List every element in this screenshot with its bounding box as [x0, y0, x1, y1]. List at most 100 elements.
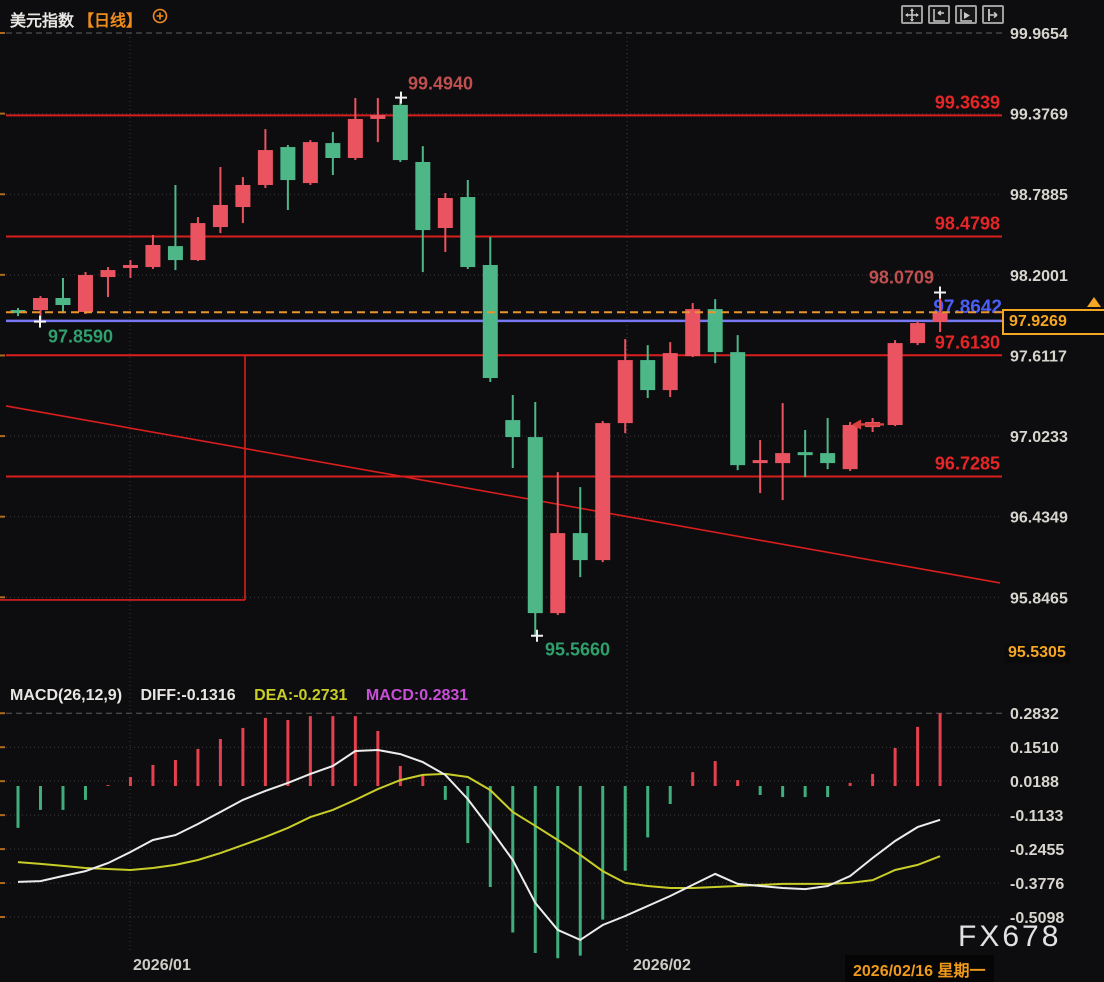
- diff-line: [17, 748, 941, 942]
- macd-dea-label: DEA:-0.2731: [254, 687, 348, 704]
- macd-diff-label: DIFF:-0.1316: [140, 687, 236, 704]
- candle: [752, 460, 768, 464]
- arrow-exit-right-icon: [988, 8, 998, 21]
- candle: [460, 197, 476, 268]
- price-axis-tick-label: 99.9654: [1010, 26, 1068, 43]
- candle: [662, 353, 678, 391]
- period-low-badge: 95.5305: [1004, 643, 1070, 663]
- chart-play-icon: [960, 8, 972, 22]
- price-axis-tick-label: 96.4349: [1010, 510, 1068, 527]
- candle: [325, 143, 341, 158]
- price-annotation-label: 97.8590: [48, 327, 113, 347]
- price-axis-tick-label: 99.3769: [1010, 107, 1068, 124]
- candle: [257, 150, 273, 185]
- price-axis-tick-label: 95.8465: [1010, 590, 1068, 607]
- candle: [617, 360, 633, 424]
- candle: [145, 244, 161, 268]
- candle: [347, 118, 363, 158]
- chart-title: 美元指数: [10, 13, 75, 30]
- resistance-level-label: 97.6130: [935, 332, 1000, 352]
- price-axis-tick-label: 97.6117: [1010, 348, 1067, 365]
- candle: [572, 533, 588, 561]
- candle: [685, 309, 701, 357]
- price-axis-tick-label: 98.7885: [1010, 187, 1068, 204]
- move-cross-icon: [905, 7, 919, 22]
- price-up-triangle-icon: [1087, 297, 1101, 307]
- candle: [370, 114, 386, 119]
- resistance-level-label: 96.7285: [935, 453, 1000, 473]
- candle: [775, 453, 791, 464]
- resistance-level-label: 98.4798: [935, 214, 1000, 234]
- candle: [32, 298, 48, 311]
- candle: [527, 437, 543, 614]
- candle: [820, 453, 836, 464]
- candle: [10, 310, 26, 314]
- candle: [595, 423, 611, 561]
- macd-axis-tick-label: 0.1510: [1010, 740, 1059, 757]
- candle: [932, 312, 948, 322]
- toolbar: [901, 5, 1004, 24]
- price-cross-marker: [934, 286, 946, 299]
- current-date-badge: 2026/02/16 星期一: [845, 955, 994, 982]
- add-indicator-icon[interactable]: [152, 8, 168, 24]
- chart-period-label: 【日线】: [78, 13, 143, 30]
- candle: [842, 425, 858, 470]
- candle: [235, 184, 251, 208]
- macd-axis-tick-label: 0.2832: [1010, 706, 1059, 723]
- candle: [437, 198, 453, 229]
- axis-arrow-icon: [933, 8, 945, 22]
- candle: [797, 452, 813, 456]
- date-label-jan: 2026/01: [133, 957, 191, 974]
- price-cross-marker: [531, 629, 543, 642]
- price-annotation-label: 98.0709: [869, 268, 934, 288]
- axis-scale-button[interactable]: [928, 5, 950, 24]
- watermark: FX678: [958, 920, 1062, 953]
- resistance-level-label: 99.3639: [935, 92, 1000, 112]
- price-axis-tick-label: 98.2001: [1010, 268, 1068, 285]
- candle: [55, 298, 71, 305]
- candle: [280, 147, 296, 181]
- candle: [707, 309, 723, 353]
- price-axis-tick-label: 97.0233: [1010, 429, 1068, 446]
- dea-line: [17, 772, 941, 889]
- left-arrow-head: [852, 419, 861, 430]
- candle: [122, 264, 138, 269]
- candle: [505, 420, 521, 438]
- candle: [550, 533, 566, 614]
- candle: [392, 104, 408, 161]
- candle: [640, 360, 656, 391]
- titlebar: 美元指数 【日线】: [0, 0, 1104, 30]
- candle: [167, 246, 183, 261]
- candle: [302, 142, 318, 184]
- pan-tool-button[interactable]: [901, 5, 923, 24]
- candle: [415, 161, 431, 231]
- candle: [190, 223, 206, 261]
- trend-line: [5, 405, 1001, 584]
- macd-params-label: MACD(26,12,9): [10, 687, 123, 704]
- candle: [77, 274, 93, 312]
- macd-header: MACD(26,12,9) DIFF:-0.1316 DEA:-0.2731 M…: [10, 687, 482, 705]
- macd-axis-tick-label: -0.5098: [1010, 910, 1064, 927]
- date-label-feb: 2026/02: [633, 957, 691, 974]
- macd-axis-tick-label: -0.2455: [1010, 842, 1064, 859]
- macd-axis-tick-label: 0.0188: [1010, 774, 1059, 791]
- macd-axis-tick-label: -0.3776: [1010, 876, 1064, 893]
- price-annotation-label: 95.5660: [545, 640, 610, 660]
- price-cross-marker: [34, 315, 46, 328]
- date-axis: 2026/01 2026/02 2026/02/16 星期一: [0, 953, 1104, 982]
- current-price-badge: 97.9269: [1002, 309, 1104, 335]
- playback-button[interactable]: [955, 5, 977, 24]
- macd-macd-label: MACD:0.2831: [365, 687, 469, 704]
- candle: [887, 343, 903, 426]
- jump-latest-button[interactable]: [982, 5, 1004, 24]
- candle: [730, 352, 746, 466]
- price-cross-marker: [395, 91, 407, 104]
- price-annotation-label: 99.4940: [408, 74, 473, 94]
- candle: [910, 323, 926, 344]
- macd-axis-tick-label: -0.1133: [1010, 808, 1063, 825]
- candle: [482, 264, 498, 379]
- candle: [100, 270, 116, 278]
- candle: [212, 204, 228, 228]
